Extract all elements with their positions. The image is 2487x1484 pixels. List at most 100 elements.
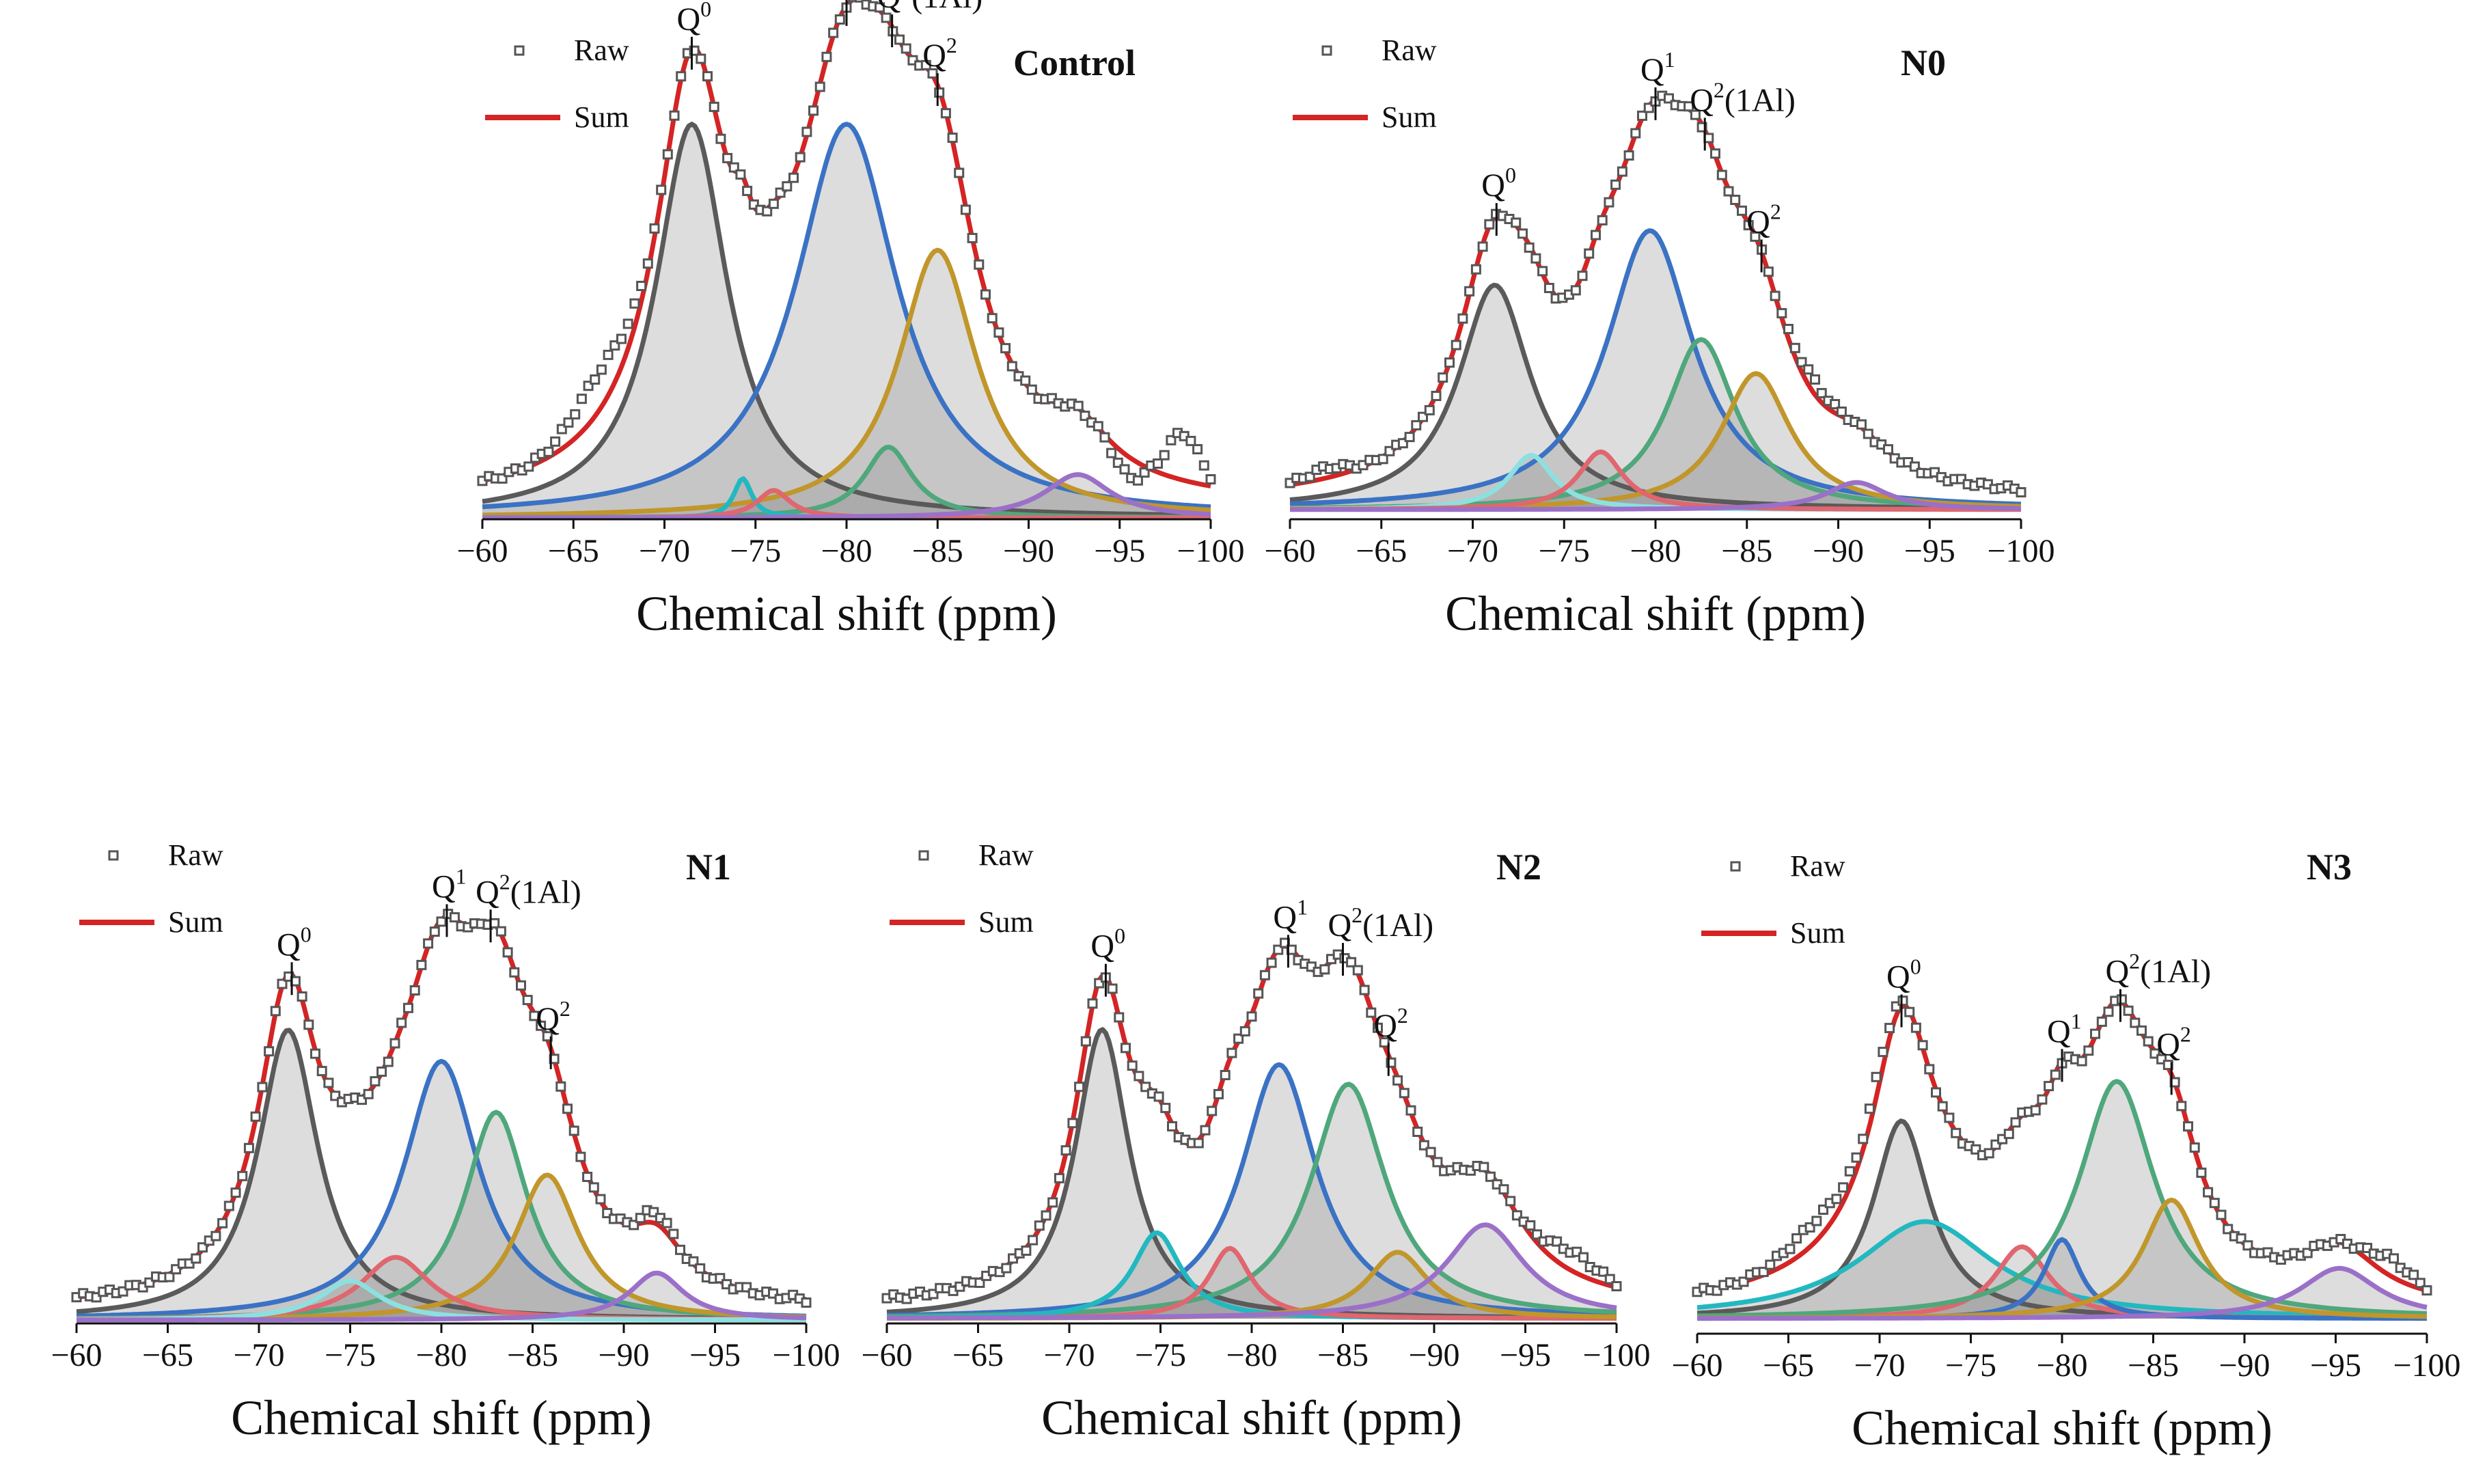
component-line [482, 472, 1211, 521]
raw-point [588, 1182, 599, 1193]
component-line [482, 122, 1211, 518]
raw-point [596, 364, 607, 375]
raw-point [2096, 1016, 2107, 1027]
raw-point [595, 1194, 606, 1205]
raw-point [563, 417, 574, 428]
x-tick-label: −95 [1904, 533, 1955, 569]
raw-point [1205, 474, 1216, 484]
legend-sum-label: Sum [978, 905, 1034, 939]
raw-point [1026, 384, 1037, 395]
raw-point [1604, 197, 1615, 208]
x-tick-label: −60 [51, 1337, 102, 1373]
raw-point [1765, 1259, 1776, 1270]
raw-point [1716, 169, 1727, 180]
raw-point [2083, 1045, 2094, 1056]
component-fill [1697, 1121, 2427, 1319]
panel-n1: −60 −65 −70 −75 −80 −85 −90 −95 −100 Chemical shi… [51, 838, 840, 1445]
raw-point [1511, 217, 1522, 228]
raw-point [940, 108, 951, 119]
raw-point [2209, 1198, 2220, 1209]
raw-point [954, 167, 965, 178]
peak-label: Q0 [676, 0, 711, 38]
component-line [887, 1222, 1617, 1321]
raw-point [1811, 1215, 1822, 1226]
raw-point [1525, 1220, 1536, 1231]
x-axis-title: Chemical shift (ppm) [1852, 1401, 2272, 1455]
raw-point [217, 1218, 228, 1228]
raw-point [1226, 1047, 1237, 1058]
raw-point [960, 204, 971, 215]
raw-point [709, 101, 719, 112]
component-fill [887, 1248, 1617, 1319]
raw-point [696, 53, 706, 64]
raw-point [1319, 964, 1330, 975]
peak-label: Q1 [1640, 47, 1675, 88]
raw-point [1239, 1026, 1250, 1036]
raw-point [323, 1077, 334, 1088]
raw-point [403, 1002, 413, 1013]
raw-point [582, 1172, 593, 1182]
component-fill [482, 474, 1211, 518]
peak-label: Q1 [432, 864, 467, 905]
raw-point [1831, 1194, 1842, 1205]
raw-point [1159, 450, 1170, 461]
component-line [77, 1270, 807, 1323]
raw-point [974, 259, 985, 270]
raw-point [1750, 231, 1761, 242]
x-tick-label: −60 [456, 533, 508, 569]
x-tick-label: −95 [1094, 533, 1145, 569]
raw-point [277, 978, 288, 989]
x-tick-label: −90 [1813, 533, 1864, 569]
raw-point [1185, 435, 1196, 446]
peak-label: Q0 [1886, 954, 1921, 995]
raw-point [429, 926, 440, 937]
raw-point [2090, 1028, 2100, 1039]
raw-point [1431, 391, 1442, 401]
raw-point [1121, 1043, 1131, 1054]
x-tick-label: −75 [325, 1337, 376, 1373]
raw-point [947, 133, 958, 143]
raw-point [568, 1125, 579, 1136]
raw-point [509, 967, 520, 978]
raw-point [1074, 1082, 1085, 1093]
raw-point [1379, 1037, 1390, 1048]
x-tick-label: −90 [2218, 1347, 2270, 1384]
raw-point [1477, 241, 1488, 252]
x-tick-label: −70 [233, 1337, 284, 1373]
legend-raw-label: Raw [1790, 849, 1845, 883]
raw-point [396, 1017, 407, 1028]
raw-point [1133, 1071, 1144, 1082]
raw-point [2076, 1056, 2087, 1067]
raw-point [1517, 228, 1528, 239]
raw-point [1412, 1127, 1423, 1137]
raw-point [2044, 1081, 2055, 1092]
panel-n3: −60 −65 −70 −75 −80 −85 −90 −95 −100 Chemical shi… [1671, 847, 2460, 1455]
peak-label: Q2(1Al) [1690, 77, 1796, 118]
raw-point [1060, 1145, 1071, 1156]
x-tick-label: −60 [861, 1337, 912, 1373]
raw-point [1470, 264, 1481, 275]
raw-point [383, 1056, 394, 1067]
raw-point [1444, 357, 1455, 368]
x-tick-label: −95 [2310, 1347, 2361, 1384]
component-line [482, 247, 1211, 518]
raw-point [2103, 1006, 2114, 1017]
component-fill [482, 250, 1211, 518]
raw-point [1763, 266, 1774, 277]
x-tick-label: −65 [1763, 1347, 1814, 1384]
x-axis-title: Chemical shift (ppm) [1041, 1390, 1462, 1445]
raw-point [1597, 215, 1608, 225]
x-tick-label: −75 [1539, 533, 1590, 569]
raw-point [1836, 407, 1847, 417]
raw-point [1087, 998, 1098, 1009]
component-line [887, 1062, 1617, 1318]
legend-raw-marker [108, 850, 119, 861]
raw-point [1160, 1103, 1171, 1114]
raw-point [1577, 271, 1588, 281]
x-tick-label: −85 [507, 1337, 558, 1373]
raw-point [2415, 1278, 2426, 1289]
x-tick-label: −70 [639, 533, 690, 569]
raw-point [2136, 1025, 2147, 1036]
x-tick-label: −95 [1500, 1337, 1551, 1373]
raw-point [1114, 1012, 1125, 1023]
